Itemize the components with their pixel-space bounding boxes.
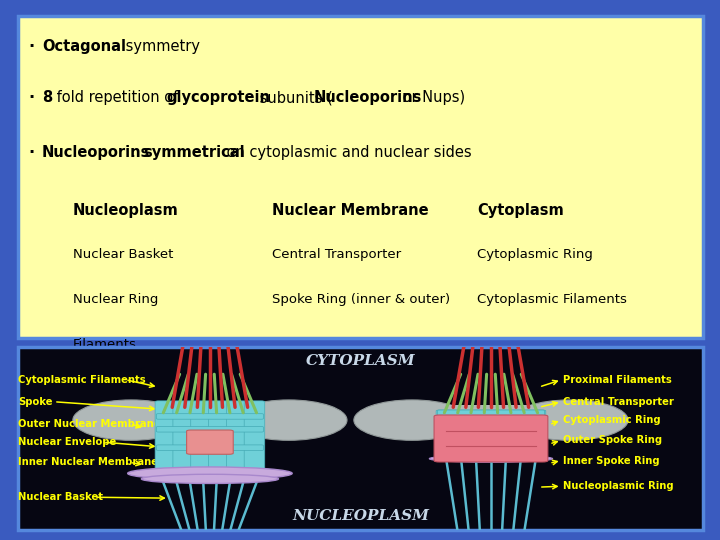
FancyBboxPatch shape xyxy=(490,410,510,458)
Text: subunits (: subunits ( xyxy=(255,90,333,105)
FancyBboxPatch shape xyxy=(156,427,264,432)
Text: Cytoplasmic Ring: Cytoplasmic Ring xyxy=(563,415,660,425)
FancyBboxPatch shape xyxy=(438,410,544,416)
Text: symmetry: symmetry xyxy=(121,39,200,53)
Ellipse shape xyxy=(141,474,279,483)
Text: Cytoplasmic Ring: Cytoplasmic Ring xyxy=(477,247,593,260)
Ellipse shape xyxy=(127,467,292,480)
FancyBboxPatch shape xyxy=(525,410,546,458)
FancyBboxPatch shape xyxy=(434,415,548,462)
Text: 8: 8 xyxy=(42,90,53,105)
FancyBboxPatch shape xyxy=(156,414,264,419)
FancyBboxPatch shape xyxy=(443,406,539,435)
FancyBboxPatch shape xyxy=(156,445,264,450)
Ellipse shape xyxy=(511,400,628,440)
Text: Proximal Filaments: Proximal Filaments xyxy=(563,375,672,384)
Text: Outer Spoke Ring: Outer Spoke Ring xyxy=(563,435,662,445)
Text: Spoke Ring (inner & outer): Spoke Ring (inner & outer) xyxy=(271,293,450,306)
Text: ·: · xyxy=(28,145,35,160)
Text: CYTOPLASM: CYTOPLASM xyxy=(306,354,415,368)
Ellipse shape xyxy=(230,400,347,440)
FancyBboxPatch shape xyxy=(186,430,233,454)
Text: fold repetition of: fold repetition of xyxy=(52,90,182,105)
FancyBboxPatch shape xyxy=(209,401,229,480)
Text: Nuclear Envelope: Nuclear Envelope xyxy=(18,437,116,447)
Text: Central Transporter: Central Transporter xyxy=(563,397,674,407)
FancyBboxPatch shape xyxy=(438,436,544,441)
Text: Cytoplasm: Cytoplasm xyxy=(477,202,564,218)
Text: or Nups): or Nups) xyxy=(397,90,465,105)
FancyBboxPatch shape xyxy=(508,410,528,458)
FancyBboxPatch shape xyxy=(454,410,474,458)
FancyBboxPatch shape xyxy=(18,347,703,530)
Ellipse shape xyxy=(73,400,189,440)
FancyBboxPatch shape xyxy=(162,406,258,435)
Text: glycoprotein: glycoprotein xyxy=(166,90,270,105)
Text: Inner Nuclear Membrane: Inner Nuclear Membrane xyxy=(18,457,158,467)
Text: Inner Spoke Ring: Inner Spoke Ring xyxy=(563,456,660,465)
Text: Nucleoporins: Nucleoporins xyxy=(314,90,423,105)
Text: Outer Nuclear Membrane: Outer Nuclear Membrane xyxy=(18,419,161,429)
Ellipse shape xyxy=(354,400,470,440)
Text: :: : xyxy=(131,145,140,160)
Text: Nucleoplasm: Nucleoplasm xyxy=(73,202,179,218)
Text: Spoke: Spoke xyxy=(18,397,53,407)
FancyBboxPatch shape xyxy=(438,421,544,427)
FancyBboxPatch shape xyxy=(191,401,211,480)
Text: Central Transporter: Central Transporter xyxy=(271,247,401,260)
FancyBboxPatch shape xyxy=(226,401,247,480)
Text: Nuclear Basket: Nuclear Basket xyxy=(18,492,103,502)
Text: Octagonal: Octagonal xyxy=(42,39,126,53)
Text: Nucleoporins: Nucleoporins xyxy=(42,145,150,160)
FancyBboxPatch shape xyxy=(173,401,194,480)
Text: on cytoplasmic and nuclear sides: on cytoplasmic and nuclear sides xyxy=(222,145,471,160)
Text: Nucleoplasmic Ring: Nucleoplasmic Ring xyxy=(563,481,673,491)
Text: Filaments: Filaments xyxy=(73,338,137,350)
Ellipse shape xyxy=(429,455,553,462)
Text: NUCLEOPLASM: NUCLEOPLASM xyxy=(292,509,429,523)
Text: ·: · xyxy=(28,90,35,105)
FancyBboxPatch shape xyxy=(472,410,492,458)
Text: Cytoplasmic Filaments: Cytoplasmic Filaments xyxy=(18,375,145,384)
FancyBboxPatch shape xyxy=(436,410,456,458)
Text: Nuclear Ring: Nuclear Ring xyxy=(73,293,158,306)
FancyBboxPatch shape xyxy=(155,401,176,480)
Text: symmetrical: symmetrical xyxy=(143,145,245,160)
Text: Cytoplasmic Filaments: Cytoplasmic Filaments xyxy=(477,293,627,306)
Text: ·: · xyxy=(28,39,35,53)
FancyBboxPatch shape xyxy=(18,16,703,338)
Text: Nuclear Membrane: Nuclear Membrane xyxy=(271,202,428,218)
FancyBboxPatch shape xyxy=(244,401,265,480)
Text: Nuclear Basket: Nuclear Basket xyxy=(73,247,174,260)
